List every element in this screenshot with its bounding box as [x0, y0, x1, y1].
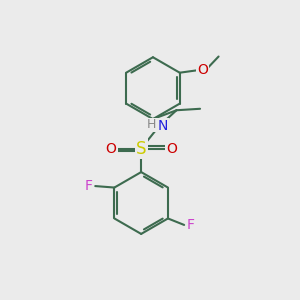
Text: O: O — [197, 63, 208, 77]
Text: O: O — [106, 142, 117, 155]
Text: F: F — [85, 179, 93, 193]
Text: O: O — [166, 142, 177, 155]
Text: H: H — [147, 118, 156, 131]
Text: N: N — [157, 119, 168, 133]
Text: F: F — [187, 218, 195, 232]
Text: S: S — [136, 140, 146, 158]
